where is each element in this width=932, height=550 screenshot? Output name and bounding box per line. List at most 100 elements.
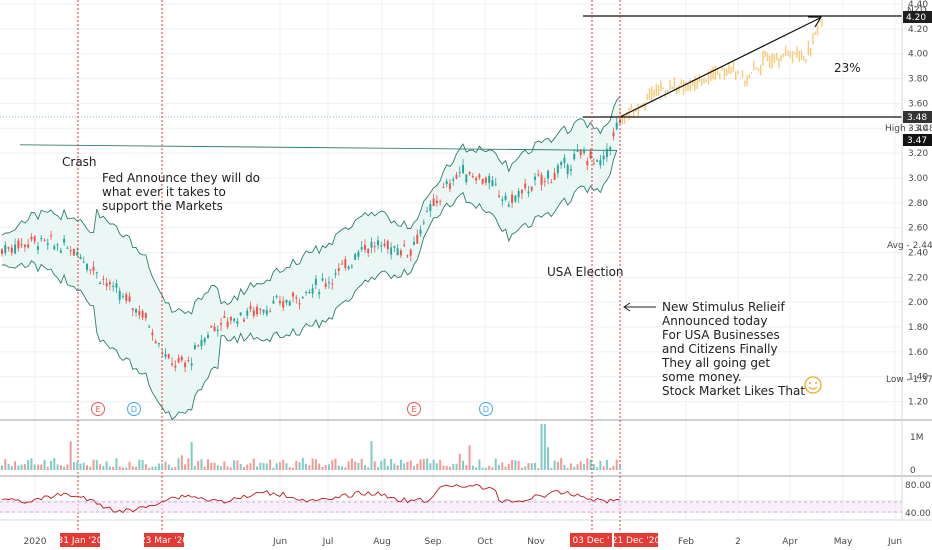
time-tick-label: Aug bbox=[373, 537, 391, 547]
volume-bar bbox=[50, 460, 53, 470]
candle-body bbox=[95, 272, 98, 274]
high-label: High - 3.48 bbox=[885, 124, 932, 134]
volume-pane: 1M 0 bbox=[1, 424, 924, 476]
candle-body bbox=[413, 241, 415, 245]
earnings-marker-e2[interactable]: E bbox=[407, 402, 421, 416]
candle-body bbox=[305, 292, 308, 294]
volume-bar bbox=[592, 463, 595, 470]
volume-bar bbox=[174, 467, 177, 470]
candle-body bbox=[380, 245, 383, 247]
volume-bar bbox=[226, 466, 229, 470]
event-lines bbox=[77, 0, 621, 532]
volume-bar bbox=[301, 458, 304, 470]
dividend-marker-d2[interactable]: D bbox=[479, 402, 493, 416]
volume-bar bbox=[292, 467, 295, 470]
event-date-label: 31 Jan '20 bbox=[58, 536, 103, 546]
volume-bar bbox=[458, 453, 461, 470]
rsi-tick: 40.00 bbox=[905, 509, 931, 519]
annotation-stimulus-line-6: some money. bbox=[662, 370, 742, 384]
volume-bar bbox=[180, 455, 183, 470]
candle-body bbox=[285, 299, 288, 303]
candle-body bbox=[547, 170, 550, 179]
annotation-stimulus-line-3: For USA Businesses bbox=[662, 328, 780, 342]
volume-bar bbox=[439, 459, 442, 470]
candle-body bbox=[79, 256, 82, 260]
volume-bar bbox=[573, 466, 576, 470]
volume-bar bbox=[86, 465, 89, 470]
candle-body bbox=[105, 283, 108, 287]
volume-bar bbox=[259, 462, 262, 470]
arrow-head-icon bbox=[808, 16, 823, 28]
candle-body bbox=[350, 265, 353, 267]
volume-bar bbox=[396, 465, 399, 470]
candle-body bbox=[76, 252, 79, 256]
volume-bar bbox=[569, 463, 572, 470]
volume-bar bbox=[373, 461, 376, 470]
candle-body bbox=[128, 296, 131, 302]
candle-body bbox=[579, 149, 582, 156]
candle-body bbox=[23, 244, 26, 247]
volume-bar bbox=[262, 463, 265, 470]
candle-body bbox=[210, 325, 213, 328]
candle-body bbox=[537, 174, 540, 176]
volume-bar bbox=[347, 461, 350, 470]
annotations: Crash Fed Announce they will do what eve… bbox=[62, 61, 861, 398]
candle-body bbox=[1, 249, 3, 254]
candle-body bbox=[416, 234, 419, 244]
candle-body bbox=[337, 268, 340, 271]
candle-body bbox=[141, 311, 144, 318]
candle-body bbox=[154, 341, 157, 344]
candle-body bbox=[360, 247, 363, 250]
candle-body bbox=[478, 174, 481, 178]
candle-body bbox=[295, 297, 298, 299]
candle-body bbox=[445, 181, 448, 184]
candle-body bbox=[275, 295, 278, 298]
volume-bar bbox=[233, 460, 236, 470]
price-axis[interactable]: 4.40 4.20 4.00 3.80 3.60 3.40 3.20 3.00 2.80 2.60… bbox=[885, 0, 932, 520]
earnings-marker-e1[interactable]: E bbox=[91, 402, 105, 416]
candle-body bbox=[527, 191, 530, 194]
volume-bar bbox=[79, 463, 82, 470]
volume-bar bbox=[596, 467, 599, 470]
candle-body bbox=[203, 338, 206, 343]
volume-bar bbox=[409, 460, 412, 470]
candle-body bbox=[583, 149, 586, 153]
candle-body bbox=[399, 250, 402, 256]
volume-bar bbox=[360, 458, 363, 470]
volume-bar bbox=[429, 463, 432, 470]
volume-bar bbox=[334, 458, 337, 470]
volume-bar bbox=[272, 467, 275, 470]
volume-bar bbox=[269, 459, 272, 470]
price-tick-label: 4.00 bbox=[908, 50, 928, 60]
volume-bar bbox=[517, 460, 520, 470]
earnings-markers[interactable]: E D E D bbox=[91, 402, 493, 416]
volume-tick: 1M bbox=[910, 433, 924, 443]
annotation-percent: 23% bbox=[834, 61, 861, 75]
candle-body bbox=[256, 306, 259, 315]
candle-body bbox=[442, 186, 445, 188]
volume-bar bbox=[403, 463, 406, 470]
candle-body bbox=[533, 176, 536, 180]
volume-bar bbox=[455, 463, 458, 470]
candle-body bbox=[220, 323, 223, 325]
volume-bar bbox=[426, 458, 429, 470]
candle-body bbox=[589, 151, 592, 159]
volume-bar bbox=[95, 460, 98, 470]
candle-body bbox=[321, 278, 324, 281]
dividend-marker-d1[interactable]: D bbox=[127, 402, 141, 416]
price-tick-label: 2.40 bbox=[908, 248, 928, 258]
rsi-band bbox=[0, 500, 902, 513]
candle-body bbox=[419, 229, 422, 235]
candle-body bbox=[458, 172, 461, 174]
candle-body bbox=[207, 334, 209, 338]
price-tick-label: 3.20 bbox=[908, 149, 928, 159]
volume-bar bbox=[177, 458, 180, 470]
volume-bar bbox=[108, 466, 111, 470]
volume-bar bbox=[533, 462, 536, 470]
volume-bar bbox=[305, 463, 308, 470]
time-axis[interactable]: 2020JunJulAugSepOctNov1Feb2AprMayJun31 J… bbox=[24, 533, 902, 547]
avg-label: Avg - 2.44 bbox=[887, 241, 932, 251]
volume-bar bbox=[583, 464, 586, 470]
candle-body bbox=[190, 363, 193, 366]
candle-body bbox=[507, 204, 510, 207]
